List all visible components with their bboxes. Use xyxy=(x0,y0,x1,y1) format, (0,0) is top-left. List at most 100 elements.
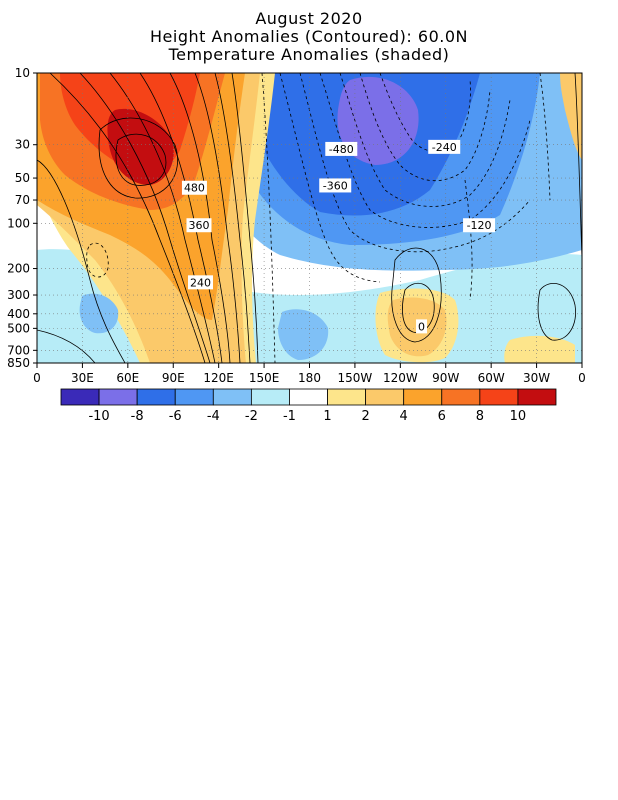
x-tick-label: 90E xyxy=(162,371,185,385)
colorbar-label: -8 xyxy=(131,409,144,424)
contour-east-edge xyxy=(574,73,582,261)
colorbar-swatch xyxy=(136,388,176,406)
contour-label: 240 xyxy=(190,276,211,289)
contour-neg-d xyxy=(339,73,511,207)
chart-subtitle-temperature: Temperature Anomalies (shaded) xyxy=(168,45,450,64)
y-tick-label: 400 xyxy=(7,307,30,321)
contour-label-bg xyxy=(319,178,352,193)
y-tick-label: 700 xyxy=(7,343,30,357)
shade-blue-mid-pocket xyxy=(278,309,329,360)
contour-label: 0 xyxy=(418,320,425,333)
colorbar-swatch xyxy=(174,388,214,406)
x-tick-label: 60E xyxy=(116,371,139,385)
shade-purple-core xyxy=(337,76,419,165)
x-tick-label: 150E xyxy=(249,371,280,385)
colorbar-swatch xyxy=(441,388,481,406)
contour-label-bg xyxy=(188,275,213,290)
contour-pos-g xyxy=(214,73,251,363)
contour-pos-d xyxy=(139,73,223,363)
x-tick-label: 120E xyxy=(203,371,234,385)
x-tick-label: 30W xyxy=(523,371,550,385)
colorbar-label: -1 xyxy=(283,409,296,424)
colorbar-swatch xyxy=(60,388,100,406)
y-tick-label: 300 xyxy=(7,288,30,302)
contour-neg-b xyxy=(299,73,531,253)
colorbar: -10 -8 -6 -4 -2 -1 1 2 4 6 8 10 xyxy=(60,388,557,424)
contour-pos-b xyxy=(79,73,211,363)
contour-closed-west-a xyxy=(86,242,109,278)
colorbar-label: 6 xyxy=(438,409,446,424)
y-tick-label: 500 xyxy=(7,321,30,335)
contour-pos-e xyxy=(169,73,231,363)
contour-closed-mid xyxy=(391,247,442,343)
shade-yellow-southwest xyxy=(504,335,575,363)
contour-label: 480 xyxy=(184,182,205,195)
colorbar-label: 4 xyxy=(400,409,408,424)
colorbar-swatch xyxy=(517,388,557,406)
contour-labels: 480 360 240 -480 -360 -240 -120 0 xyxy=(181,139,496,334)
chart-title: August 2020 xyxy=(255,9,363,28)
contour-pos-closed-b xyxy=(115,133,167,186)
contour-label-bg xyxy=(416,319,428,334)
contour-closed-east-a xyxy=(537,283,576,341)
colorbar-swatch xyxy=(250,388,290,406)
colorbar-label: -2 xyxy=(245,409,258,424)
height-anomaly-contours xyxy=(37,73,582,363)
contour-west-lower xyxy=(37,329,96,363)
contour-label-bg xyxy=(181,180,207,195)
y-tick-label: 200 xyxy=(7,262,30,276)
colorbar-label: -10 xyxy=(88,409,109,424)
chart-subtitle-height: Height Anomalies (Contoured): 60.0N xyxy=(150,27,468,46)
colorbar-label: -4 xyxy=(207,409,220,424)
contour-pos-c xyxy=(109,73,216,363)
colorbar-swatch xyxy=(212,388,252,406)
contour-label: -120 xyxy=(467,219,492,232)
x-tick-label: 180 xyxy=(298,371,321,385)
contour-pos-closed-a xyxy=(98,117,178,199)
contour-pos-a xyxy=(49,73,206,363)
y-tick-label: 850 xyxy=(7,356,30,370)
contour-dashed-zero xyxy=(261,73,276,363)
y-tick-label: 30 xyxy=(15,138,30,152)
x-tick-label: 30E xyxy=(71,371,94,385)
x-axis-ticks: 0 30E 60E 90E 120E 150E 180 150W 120W 90W 60W 30W 0 xyxy=(33,363,586,385)
x-tick-label: 90W xyxy=(432,371,459,385)
contour-label: 360 xyxy=(188,219,209,232)
colorbar-label: 10 xyxy=(510,409,527,424)
contour-label: -480 xyxy=(329,143,354,156)
contour-label: -360 xyxy=(323,179,348,192)
x-tick-label: 0 xyxy=(33,371,41,385)
x-tick-label: 60W xyxy=(478,371,505,385)
contour-label: -240 xyxy=(432,141,457,154)
colorbar-label: 1 xyxy=(323,409,331,424)
colorbar-swatch xyxy=(98,388,138,406)
colorbar-swatch xyxy=(479,388,519,406)
colorbar-swatch xyxy=(365,388,405,406)
contour-pos-f xyxy=(194,73,241,363)
contour-neg-h xyxy=(464,179,473,301)
y-tick-label: 10 xyxy=(15,66,30,80)
shade-darkred-core xyxy=(107,108,174,185)
colorbar-swatch xyxy=(289,388,328,406)
contour-label-bg xyxy=(463,218,496,233)
chart-titles: August 2020 Height Anomalies (Contoured)… xyxy=(0,10,618,64)
shade-blue-west-pocket xyxy=(79,293,119,334)
colorbar-label: 2 xyxy=(361,409,369,424)
colorbar-label: 8 xyxy=(476,409,484,424)
contour-neg-e xyxy=(359,73,491,182)
contour-west-edge xyxy=(37,159,126,363)
contour-neg-g xyxy=(539,73,551,201)
x-tick-label: 150W xyxy=(338,371,373,385)
y-tick-label: 100 xyxy=(7,216,30,230)
contour-closed-mid-inner xyxy=(402,282,435,333)
contour-label-bg xyxy=(428,139,461,154)
colorbar-label: -6 xyxy=(169,409,182,424)
colorbar-swatch xyxy=(403,388,443,406)
contour-pos-h xyxy=(231,73,259,363)
contour-label-bg xyxy=(325,141,358,156)
x-tick-label: 120W xyxy=(383,371,418,385)
y-tick-label: 50 xyxy=(15,171,30,185)
y-tick-label: 70 xyxy=(15,193,30,207)
